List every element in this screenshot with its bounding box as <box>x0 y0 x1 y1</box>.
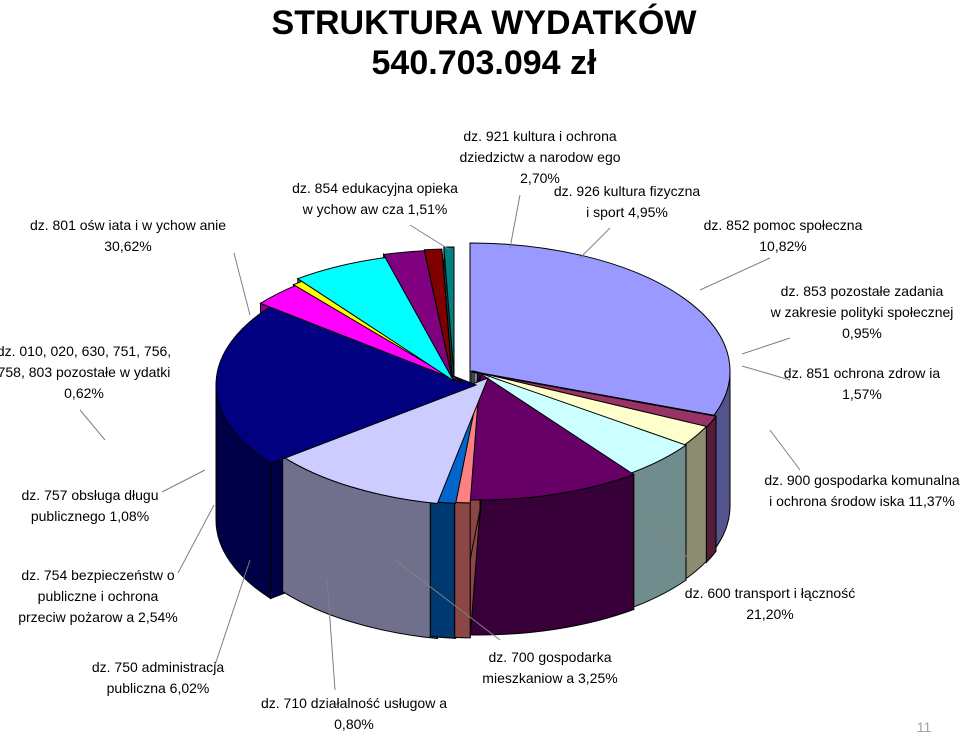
slice-label: dz. 750 administracja publiczna 6,02% <box>92 659 225 696</box>
slice-outer-wall <box>705 414 717 564</box>
page-number: 11 <box>917 719 932 735</box>
slice-label: dz. 754 bezpieczeństw o publiczne i ochro… <box>18 567 178 625</box>
leader-line <box>233 252 251 316</box>
leader-line <box>769 429 801 471</box>
leader-line <box>326 577 336 691</box>
slice-label: dz. 757 obsługa długu publicznego 1,08% <box>22 487 159 524</box>
slice-label: dz. 700 gospodarka mieszkaniow a 3,25% <box>482 649 617 686</box>
leader-line <box>699 257 771 291</box>
slice-label: dz. 710 działalność usługow a 0,80% <box>261 695 447 732</box>
leader-line <box>177 504 215 574</box>
pie-slice <box>443 246 455 376</box>
slice-labels: dz. 801 ośw iata i w ychow anie 30,62% dz.… <box>0 128 960 732</box>
slice-label: dz. 852 pomoc społeczna 10,82% <box>704 217 863 254</box>
slice-label: dz. 921 kultura i ochrona dziedzictw a na… <box>459 128 620 186</box>
pie-slice <box>469 242 731 416</box>
pie-slice <box>281 377 489 505</box>
slice-label: dz. 010, 020, 630, 751, 756, 758, 803 poz… <box>0 343 171 401</box>
pie-slice <box>467 371 635 501</box>
leader-line <box>509 194 521 249</box>
leader-line <box>394 559 501 641</box>
leader-line <box>741 337 791 355</box>
leader-line <box>741 365 791 381</box>
slice-label: dz. 801 ośw iata i w ychow anie 30,62% <box>30 217 226 254</box>
leader-line <box>161 469 206 493</box>
leader-line <box>214 559 251 666</box>
leader-line <box>79 409 106 441</box>
chart-title: STRUKTURA WYDATKÓW <box>272 4 698 42</box>
leader-line <box>409 224 451 251</box>
leader-line <box>649 519 691 561</box>
leader-lines <box>79 194 801 691</box>
slice-label: dz. 851 ochrona zdrow ia 1,57% <box>784 365 941 402</box>
slice-outer-wall <box>429 500 457 639</box>
slice-label: dz. 600 transport i łączność 21,20% <box>685 585 855 622</box>
slice-label: dz. 926 kultura fizyczna i sport 4,95% <box>554 183 701 220</box>
slice-label: dz. 853 pozostałe zadania w zakresie poli… <box>770 283 954 341</box>
chart-subtitle: 540.703.094 zł <box>372 44 598 82</box>
slice-outer-wall <box>454 501 471 639</box>
pie-slice <box>215 304 478 465</box>
leader-line <box>579 227 611 259</box>
slice-label: dz. 900 gospodarka komunalna i ochrona śr… <box>764 472 960 509</box>
pie-slice <box>423 248 453 378</box>
pie-tops <box>215 242 731 505</box>
slice-label: dz. 854 edukacyjna opieka w ychow aw cza … <box>292 180 458 217</box>
